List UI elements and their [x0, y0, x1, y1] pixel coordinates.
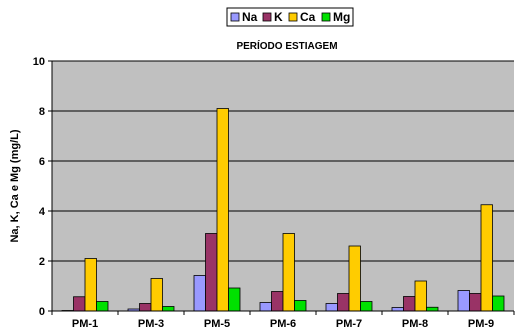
legend-swatch-mg — [321, 12, 331, 22]
y-tick-label: 10 — [33, 56, 45, 68]
bar-k-pm-6 — [271, 291, 284, 312]
bar-na-pm-8 — [391, 307, 404, 312]
plot-area: 0 2 4 6 8 10 PM-1 PM-3 PM-5 PM-6 PM-7 PM-8 PM-9 — [33, 56, 515, 330]
bar-ca-pm-8 — [414, 280, 427, 312]
bar-k-pm-9 — [469, 293, 482, 312]
y-tick-label: 6 — [39, 156, 45, 168]
bar-mg-pm-1 — [96, 301, 109, 312]
bar-na-pm-7 — [325, 303, 338, 312]
legend-swatch-k — [262, 12, 272, 22]
bar-k-pm-7 — [337, 293, 350, 312]
x-tick-label: PM-6 — [270, 318, 296, 330]
legend-label-ca: Ca — [300, 10, 316, 24]
y-axis-label: Na, K, Ca e Mg (mg/L) — [9, 129, 21, 242]
bar-k-pm-1 — [73, 296, 86, 312]
x-tick-label: PM-9 — [468, 318, 494, 330]
bar-k-pm-3 — [139, 303, 152, 312]
bar-mg-pm-6 — [294, 300, 307, 312]
x-tick-label: PM-5 — [204, 318, 230, 330]
bar-na-pm-5 — [193, 275, 206, 312]
legend-label-k: K — [274, 10, 283, 24]
x-tick-label: PM-3 — [138, 318, 164, 330]
x-tick-label: PM-8 — [402, 318, 428, 330]
bar-k-pm-5 — [205, 233, 218, 312]
bar-ca-pm-3 — [150, 278, 163, 312]
y-tick-label: 2 — [39, 256, 45, 268]
bar-ca-pm-6 — [282, 233, 295, 312]
y-tick-label: 4 — [39, 206, 46, 218]
bar-na-pm-9 — [457, 290, 470, 312]
legend: Na K Ca Mg — [226, 7, 354, 27]
y-tick-label: 8 — [39, 106, 45, 118]
bar-ca-pm-7 — [348, 245, 361, 312]
bar-na-pm-6 — [259, 302, 272, 312]
bar-mg-pm-7 — [360, 301, 373, 312]
bar-mg-pm-9 — [492, 295, 505, 312]
legend-swatch-ca — [288, 12, 298, 22]
y-tick-label: 0 — [39, 306, 45, 318]
chart-title: PERÍODO ESTIAGEM — [236, 39, 337, 52]
legend-label-mg: Mg — [333, 10, 350, 24]
x-tick-label: PM-7 — [336, 318, 362, 330]
bar-ca-pm-9 — [480, 204, 493, 312]
x-tick-label: PM-1 — [72, 318, 98, 330]
bar-mg-pm-3 — [162, 306, 175, 312]
bar-mg-pm-5 — [228, 287, 241, 312]
bar-mg-pm-8 — [426, 306, 439, 312]
legend-swatch-na — [230, 12, 240, 22]
bar-ca-pm-5 — [216, 108, 229, 312]
bar-k-pm-8 — [403, 296, 416, 312]
legend-label-na: Na — [242, 10, 258, 24]
bar-ca-pm-1 — [84, 258, 97, 312]
